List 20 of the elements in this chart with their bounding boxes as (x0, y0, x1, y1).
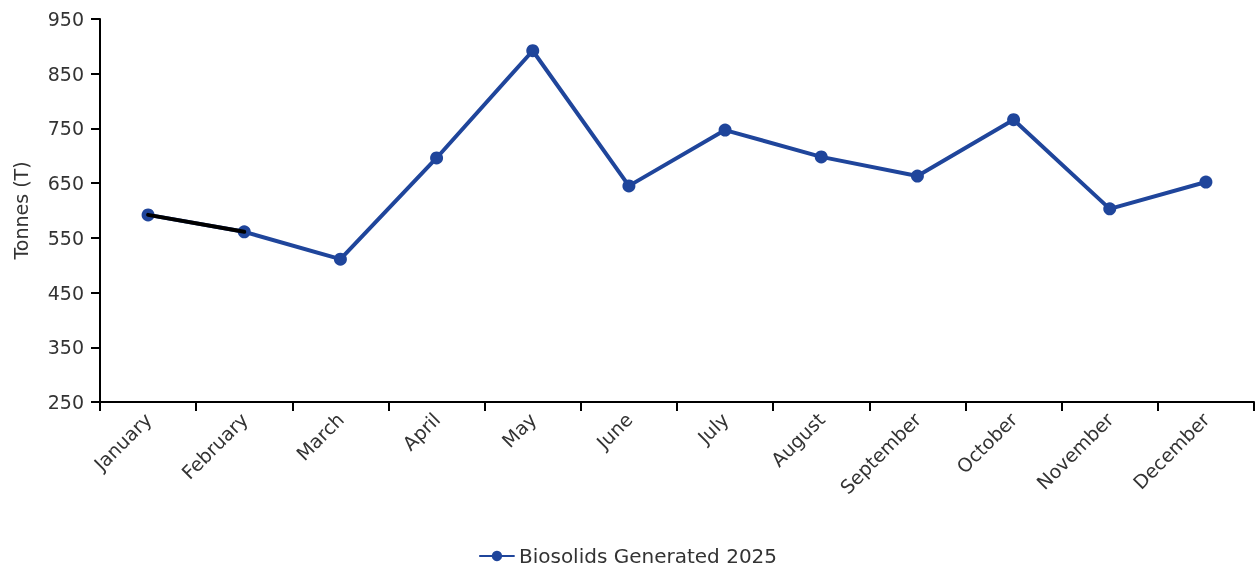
point (622, 179, 636, 193)
y-tick-label: 850 (47, 62, 84, 85)
point (718, 123, 732, 137)
y-axis-title: Tonnes (T) (9, 161, 32, 261)
y-tick-label: 750 (47, 117, 84, 140)
y-tick-label: 450 (47, 281, 84, 304)
point (1103, 202, 1117, 216)
y-tick-label: 650 (47, 172, 84, 195)
legend-label: Biosolids Generated 2025 (518, 544, 778, 568)
point (430, 151, 444, 165)
y-tick-label: 950 (47, 8, 84, 30)
point (333, 252, 347, 266)
point (526, 44, 540, 58)
y-tick-label: 350 (47, 336, 84, 359)
point (1199, 175, 1213, 189)
point (814, 150, 828, 164)
y-tick-label: 550 (47, 226, 84, 249)
point (910, 169, 924, 183)
y-tick-label: 250 (47, 391, 84, 413)
point (1007, 113, 1021, 127)
